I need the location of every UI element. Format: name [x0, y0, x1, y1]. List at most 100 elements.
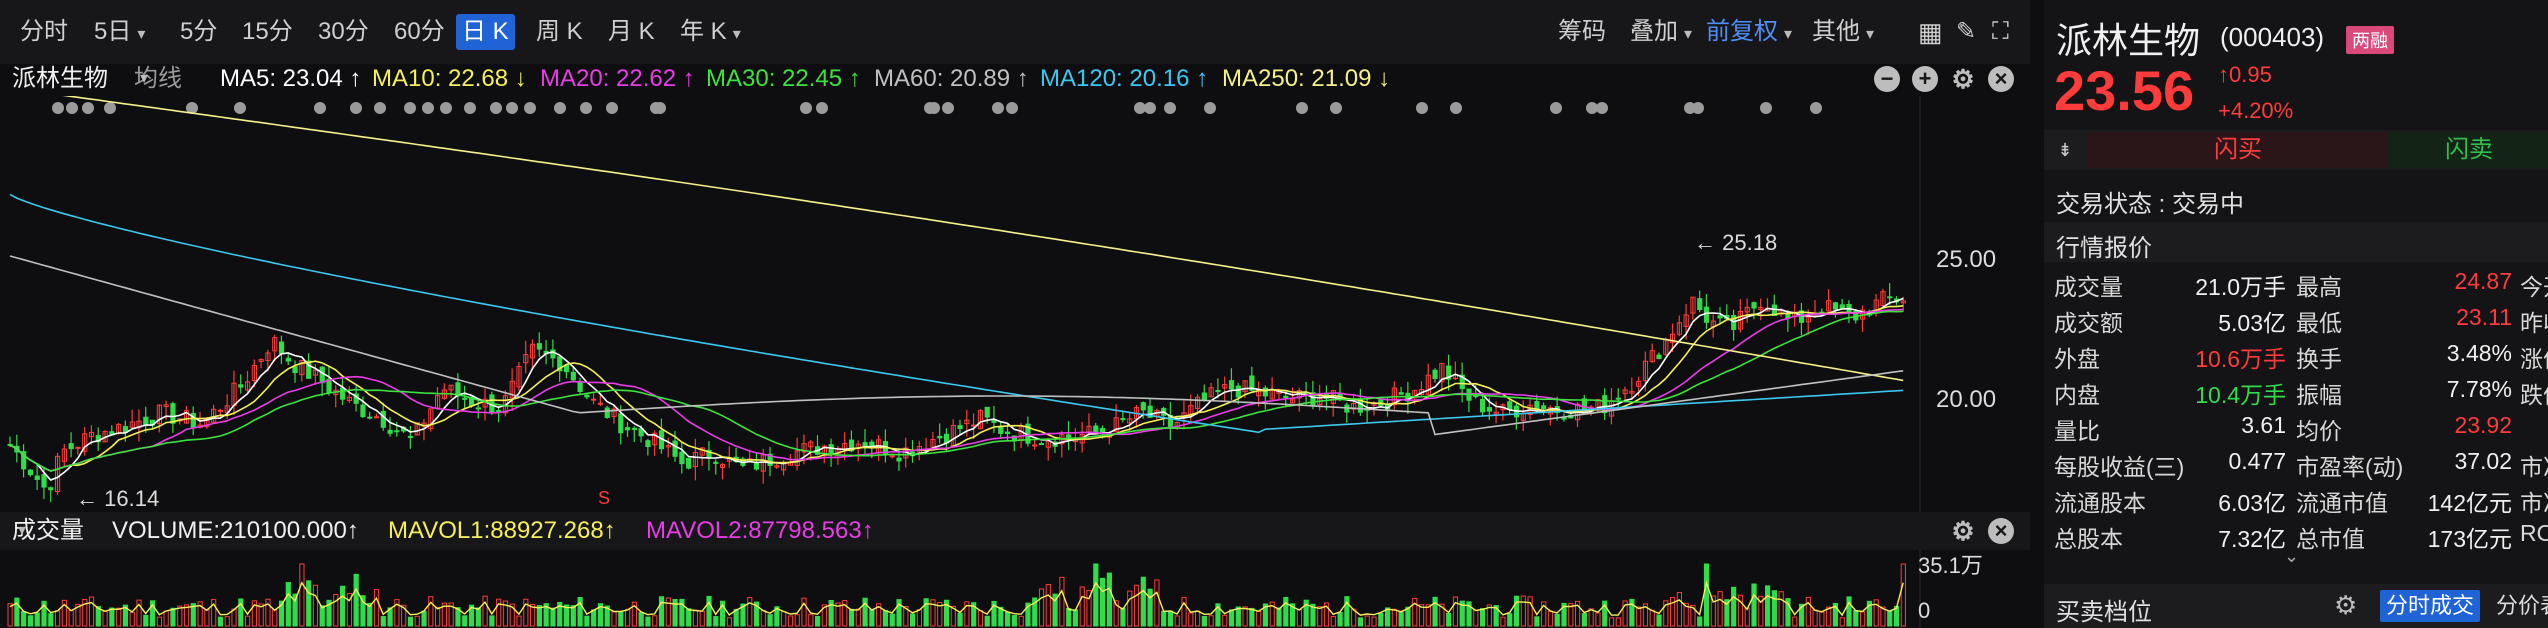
volume-bar[interactable]	[1676, 592, 1682, 627]
candle[interactable]	[530, 343, 536, 359]
volume-bar[interactable]	[1765, 585, 1771, 627]
volume-bar[interactable]	[910, 613, 916, 627]
candle[interactable]	[129, 421, 135, 428]
volume-bar[interactable]	[1683, 602, 1689, 627]
volume-bar[interactable]	[292, 593, 298, 627]
volume-bar[interactable]	[1751, 583, 1757, 627]
candle[interactable]	[937, 435, 943, 439]
volume-bar[interactable]	[394, 599, 400, 627]
volume-bar[interactable]	[1636, 606, 1642, 627]
volume-bar[interactable]	[448, 602, 454, 627]
quick-sell-button[interactable]: 闪卖	[2390, 132, 2548, 168]
candle[interactable]	[1636, 380, 1642, 387]
gear-icon[interactable]: ⚙	[1951, 64, 1975, 94]
volume-bar[interactable]	[496, 598, 502, 627]
volume-bar[interactable]	[238, 598, 244, 627]
candle[interactable]	[312, 369, 319, 376]
pen-icon[interactable]: ✎	[1956, 18, 1977, 45]
volume-bar[interactable]	[1106, 572, 1112, 627]
event-dot[interactable]	[1164, 102, 1176, 114]
candle[interactable]	[1066, 434, 1072, 438]
volume-bar[interactable]	[815, 615, 821, 627]
candle[interactable]	[360, 404, 366, 418]
volume-bar[interactable]	[964, 601, 970, 627]
kline-chart-area[interactable]: 分时 5日 ▾ 5分 15分 30分 60分 日 K 周 K 月 K 年 K ▾ 筹…	[0, 0, 2030, 628]
volume-bar[interactable]	[1208, 615, 1214, 627]
candle[interactable]	[1649, 350, 1655, 363]
candle[interactable]	[1242, 380, 1248, 393]
volume-bar[interactable]	[984, 615, 990, 627]
candle[interactable]	[645, 440, 651, 448]
volume-bar[interactable]	[937, 602, 943, 627]
volume-bar[interactable]	[1412, 597, 1418, 627]
candle[interactable]	[238, 384, 244, 388]
candle[interactable]	[577, 380, 583, 393]
event-dot[interactable]	[1144, 102, 1156, 114]
volume-bar[interactable]	[998, 606, 1004, 627]
candle[interactable]	[774, 465, 780, 468]
candle[interactable]	[251, 365, 257, 382]
candle[interactable]	[672, 440, 678, 457]
volume-bar[interactable]	[1507, 613, 1513, 627]
volume-bar[interactable]	[204, 609, 210, 627]
volume-bar[interactable]	[699, 610, 705, 627]
volume-bar[interactable]	[943, 599, 950, 627]
volume-bar[interactable]	[1262, 603, 1269, 627]
volume-bar[interactable]	[652, 615, 658, 627]
volume-bar[interactable]	[835, 602, 841, 627]
candle[interactable]	[550, 349, 556, 359]
candle[interactable]	[591, 398, 597, 401]
candle[interactable]	[1507, 401, 1513, 410]
candle[interactable]	[380, 410, 386, 428]
volume-bar[interactable]	[217, 616, 224, 627]
volume-bar[interactable]	[1703, 563, 1710, 627]
volume-bar[interactable]	[971, 602, 977, 627]
candle[interactable]	[1541, 405, 1547, 409]
volume-bar[interactable]	[882, 610, 889, 627]
candle[interactable]	[48, 487, 54, 491]
volume-bar[interactable]	[231, 608, 237, 627]
volume-bar[interactable]	[1290, 603, 1296, 627]
volume-bar[interactable]	[1744, 607, 1750, 627]
tab-time-trades[interactable]: 分时成交	[2380, 590, 2481, 622]
volume-bar[interactable]	[1310, 603, 1316, 627]
volume-bar[interactable]	[808, 613, 814, 627]
volume-bar[interactable]	[787, 615, 794, 627]
candle[interactable]	[889, 455, 895, 458]
volume-bar[interactable]	[1798, 603, 1805, 627]
candle[interactable]	[1228, 380, 1235, 390]
volume-bar[interactable]	[156, 616, 162, 627]
candle[interactable]	[1900, 300, 1906, 304]
volume-bar[interactable]	[1473, 609, 1479, 627]
candle[interactable]	[407, 435, 414, 438]
volume-bar[interactable]	[950, 605, 956, 627]
volume-bar[interactable]	[265, 598, 271, 627]
volume-bar[interactable]	[1785, 598, 1791, 627]
candle[interactable]	[387, 429, 393, 434]
volume-bar[interactable]	[122, 604, 129, 627]
gear-icon[interactable]: ⚙	[2334, 590, 2358, 620]
volume-bar[interactable]	[828, 599, 834, 627]
candle[interactable]	[767, 453, 773, 466]
volume-bar[interactable]	[1269, 601, 1275, 627]
candle[interactable]	[720, 464, 726, 468]
volume-bar[interactable]	[360, 595, 366, 627]
volume-bar[interactable]	[747, 597, 753, 627]
volume-bar[interactable]	[1283, 596, 1289, 627]
chips-button[interactable]: 筹码	[1558, 18, 1606, 45]
volume-bar[interactable]	[1249, 607, 1255, 627]
volume-bar[interactable]	[1771, 590, 1777, 627]
volume-bar[interactable]	[1011, 615, 1017, 627]
candle[interactable]	[896, 457, 902, 462]
candle[interactable]	[1670, 333, 1676, 344]
event-dot[interactable]	[440, 102, 452, 114]
period-tab-30min[interactable]: 30分	[318, 18, 369, 45]
candle[interactable]	[306, 360, 312, 379]
period-tab-5min[interactable]: 5分	[180, 18, 218, 45]
volume-bar[interactable]	[1032, 597, 1038, 627]
volume-bar[interactable]	[1378, 612, 1384, 627]
volume-bar[interactable]	[278, 600, 285, 627]
volume-bar[interactable]	[1045, 584, 1051, 627]
candle[interactable]	[75, 446, 81, 449]
volume-bar[interactable]	[543, 603, 549, 627]
